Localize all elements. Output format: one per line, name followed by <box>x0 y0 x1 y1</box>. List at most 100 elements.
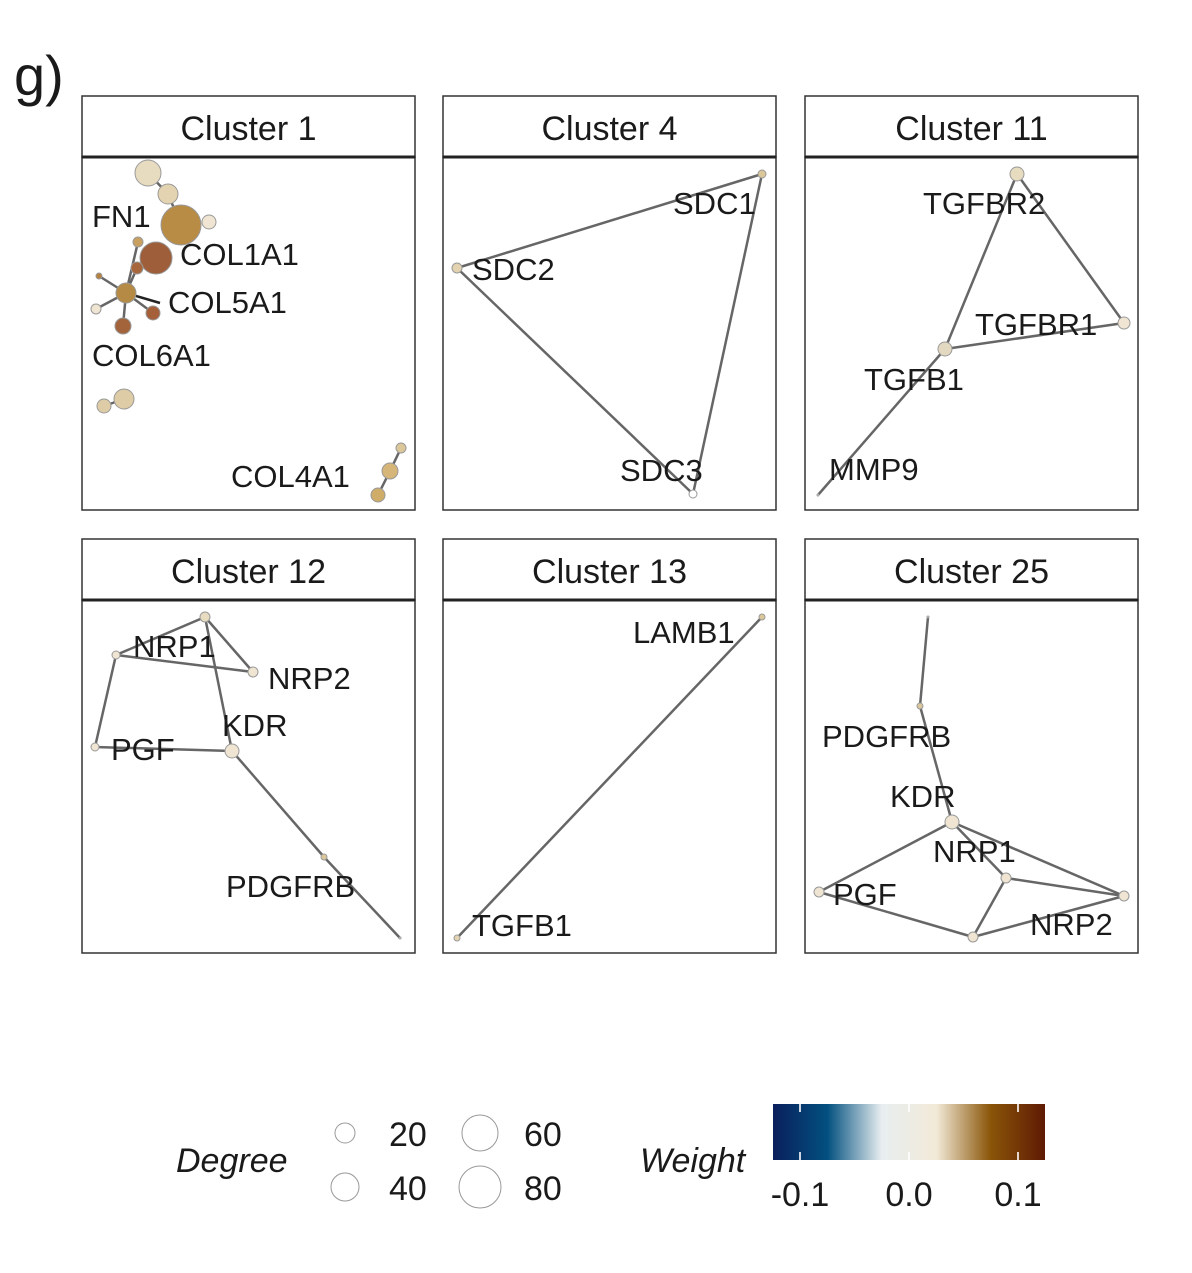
network-node <box>115 282 137 304</box>
degree-label: 20 <box>389 1116 427 1154</box>
network-node <box>320 853 328 861</box>
gene-label: TGFBR1 <box>975 307 1097 342</box>
network-node <box>132 236 144 248</box>
network-node <box>247 666 259 678</box>
gene-label: COL1A1 <box>180 237 299 272</box>
gene-label: SDC1 <box>673 186 756 221</box>
network-edge <box>323 856 401 939</box>
legend: Degree 20 40 60 80 Weight -0.1 0.0 0.1 <box>176 1104 1045 1214</box>
gene-label: SDC3 <box>620 453 703 488</box>
panel-plot-area <box>81 156 416 511</box>
network-edge <box>972 894 1125 939</box>
degree-label: 40 <box>389 1170 427 1208</box>
gene-label: PGF <box>111 732 175 767</box>
network-node <box>757 169 767 179</box>
network-edge <box>943 173 1019 350</box>
network-node <box>130 261 144 275</box>
gene-label: NRP2 <box>1030 907 1113 942</box>
degree-label: 80 <box>524 1170 562 1208</box>
network-edge <box>1005 876 1125 898</box>
panel-plot-area <box>804 599 1139 954</box>
weight-tick-label: 0.1 <box>994 1176 1041 1214</box>
panel-plot-area <box>804 156 1139 511</box>
cluster-4-panel: Cluster 4 SDC1 SDC2 SDC3 <box>442 95 777 511</box>
network-node <box>758 613 766 621</box>
panel-strip <box>442 538 777 601</box>
network-edge <box>971 877 1008 938</box>
gene-label: PDGFRB <box>226 869 355 904</box>
gene-label: NRP1 <box>933 834 1016 869</box>
network-edge <box>818 890 974 939</box>
panel-strip <box>81 538 416 601</box>
network-node <box>1118 890 1130 902</box>
degree-key-40 <box>330 1172 360 1202</box>
gene-label: PDGFRB <box>822 719 951 754</box>
panel-title: Cluster 25 <box>894 553 1049 591</box>
network-node <box>199 611 211 623</box>
network-edge <box>115 653 254 674</box>
network-edge <box>1015 173 1126 324</box>
gene-label: KDR <box>222 708 287 743</box>
network-node <box>134 159 162 187</box>
degree-key-60 <box>461 1114 499 1152</box>
network-node <box>926 615 930 619</box>
network-node <box>90 303 102 315</box>
network-edge <box>456 616 763 939</box>
panel-label: g) <box>14 44 64 107</box>
network-edge <box>691 173 764 495</box>
network-node <box>160 204 202 246</box>
network-node <box>916 702 924 710</box>
network-node <box>157 183 179 205</box>
panel-title: Cluster 1 <box>180 110 316 148</box>
network-node <box>113 388 135 410</box>
network-edge <box>456 172 763 270</box>
network-edge <box>94 745 233 753</box>
network-edge <box>951 820 1125 898</box>
panel-title: Cluster 11 <box>895 110 1047 148</box>
network-edge <box>951 821 1007 879</box>
cluster-25-panel: Cluster 25 PDGFRB KDR NRP1 PGF NRP2 <box>804 538 1139 954</box>
network-edge <box>456 267 694 495</box>
network-edge <box>817 348 946 496</box>
weight-legend-title: Weight <box>640 1142 747 1180</box>
gene-label: MMP9 <box>829 452 919 487</box>
network-node <box>813 886 825 898</box>
gene-label: NRP2 <box>268 661 351 696</box>
network-node <box>451 262 463 274</box>
network-node <box>398 936 402 940</box>
network-edge <box>944 321 1125 351</box>
gene-label: FN1 <box>92 199 151 234</box>
gene-label: TGFBR2 <box>923 186 1045 221</box>
network-edge <box>231 750 325 858</box>
gene-label: COL5A1 <box>168 285 287 320</box>
network-node <box>224 743 240 759</box>
gene-label: LAMB1 <box>633 615 735 650</box>
cluster-12-panel: Cluster 12 NRP1 NRP2 KDR PGF PDGFRB <box>81 538 416 954</box>
network-node <box>90 742 100 752</box>
network-node <box>453 934 461 942</box>
network-node <box>1117 316 1131 330</box>
network-node <box>1000 872 1012 884</box>
network-node <box>139 241 173 275</box>
panel-title: Cluster 4 <box>541 110 677 148</box>
network-node <box>370 487 386 503</box>
network-node <box>937 341 953 357</box>
degree-legend-title: Degree <box>176 1142 288 1180</box>
network-node <box>816 493 820 497</box>
network-edge <box>115 615 206 657</box>
cluster-1-panel: Cluster 1 FN1 COL1A1 COL5A1 COL6A1 COL4A1 <box>81 95 416 511</box>
gene-label: COL4A1 <box>231 459 350 494</box>
gene-label: NRP1 <box>133 629 216 664</box>
gene-label: SDC2 <box>472 252 555 287</box>
network-edge <box>203 616 234 752</box>
gene-label: TGFB1 <box>864 362 964 397</box>
gene-label: PGF <box>833 877 897 912</box>
panel-title: Cluster 12 <box>171 553 326 591</box>
panel-strip <box>804 95 1139 158</box>
network-edge <box>918 705 954 823</box>
network-node <box>381 462 399 480</box>
network-node <box>395 442 407 454</box>
degree-key-80 <box>458 1165 502 1209</box>
